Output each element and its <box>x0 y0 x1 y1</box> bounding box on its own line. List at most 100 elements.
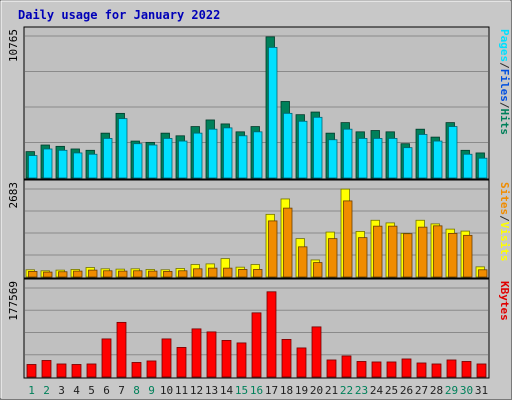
legend-item: Sites <box>498 182 511 215</box>
bar-pages-day-13 <box>208 128 218 179</box>
day-label-28: 28 <box>430 384 443 397</box>
bar-sites-day-14 <box>223 267 233 278</box>
bar-sites-day-2 <box>43 271 53 278</box>
bar-pages-day-7 <box>118 118 128 179</box>
bar-kbytes-day-9 <box>146 360 157 378</box>
bar-pages-day-19 <box>298 120 308 179</box>
bar-sites-day-16 <box>253 269 263 278</box>
bar-kbytes-day-21 <box>326 359 337 378</box>
chart-title: Daily usage for January 2022 <box>18 8 220 22</box>
bar-kbytes-day-16 <box>251 312 262 378</box>
bar-sites-day-11 <box>178 270 188 278</box>
day-label-20: 20 <box>310 384 323 397</box>
bar-kbytes-day-25 <box>386 361 397 378</box>
bar-sites-day-4 <box>73 270 83 278</box>
bar-pages-day-31 <box>478 157 488 179</box>
bar-pages-day-3 <box>58 149 68 179</box>
bar-sites-day-6 <box>103 270 113 278</box>
axis-max-label: 2683 <box>7 182 20 209</box>
day-label-13: 13 <box>205 384 218 397</box>
bar-sites-day-8 <box>133 270 143 278</box>
bar-sites-day-5 <box>88 269 98 278</box>
bar-kbytes-day-6 <box>101 338 112 378</box>
bar-kbytes-day-1 <box>26 364 37 378</box>
day-label-9: 9 <box>148 384 155 397</box>
legend-item: Visits <box>498 222 511 262</box>
bar-pages-day-14 <box>223 127 233 179</box>
bar-kbytes-day-24 <box>371 361 382 378</box>
bar-kbytes-day-4 <box>71 364 82 378</box>
bar-sites-day-27 <box>418 226 428 278</box>
bar-pages-day-23 <box>358 138 368 179</box>
bar-kbytes-day-30 <box>461 361 472 378</box>
legend-item: / <box>498 62 511 69</box>
day-label-31: 31 <box>475 384 488 397</box>
day-label-15: 15 <box>235 384 248 397</box>
day-label-25: 25 <box>385 384 398 397</box>
bar-sites-day-3 <box>58 271 68 278</box>
bar-kbytes-day-18 <box>281 339 292 378</box>
bar-pages-day-30 <box>463 153 473 179</box>
bar-sites-day-25 <box>388 225 398 278</box>
day-label-30: 30 <box>460 384 473 397</box>
bar-pages-day-16 <box>253 131 263 179</box>
bar-kbytes-day-26 <box>401 358 412 378</box>
bar-kbytes-day-10 <box>161 338 172 378</box>
bar-kbytes-day-5 <box>86 363 97 378</box>
legend-hits-files-pages: Pages/Files/Hits <box>498 29 511 135</box>
bar-pages-day-29 <box>448 126 458 179</box>
bar-sites-day-24 <box>373 225 383 278</box>
day-label-3: 3 <box>58 384 65 397</box>
bar-sites-day-18 <box>283 207 293 278</box>
bar-kbytes-day-13 <box>206 331 217 378</box>
bar-pages-day-4 <box>73 152 83 179</box>
day-label-22: 22 <box>340 384 353 397</box>
bar-kbytes-day-28 <box>431 363 442 378</box>
bar-pages-day-2 <box>43 148 53 179</box>
bar-sites-day-28 <box>433 225 443 278</box>
bar-sites-day-22 <box>343 200 353 278</box>
axis-max-label: 10765 <box>7 29 20 62</box>
bar-pages-day-21 <box>328 139 338 179</box>
day-label-14: 14 <box>220 384 234 397</box>
bar-sites-day-13 <box>208 267 218 278</box>
bar-pages-day-26 <box>403 147 413 179</box>
bar-pages-day-27 <box>418 134 428 179</box>
day-labels: 1 2 3 4 5 6 7 8 9 10 11 12 13 14 15 16 17 18 19 20 21 22 23 24 2… <box>28 384 488 397</box>
bar-sites-day-29 <box>448 232 458 278</box>
bar-sites-day-10 <box>163 271 173 278</box>
bar-sites-day-19 <box>298 246 308 278</box>
day-label-6: 6 <box>103 384 110 397</box>
day-label-12: 12 <box>190 384 203 397</box>
legend-item: / <box>498 102 511 109</box>
day-label-5: 5 <box>88 384 95 397</box>
legend-item: / <box>498 215 511 222</box>
bar-kbytes-day-31 <box>476 363 487 378</box>
day-label-17: 17 <box>265 384 278 397</box>
bar-kbytes-day-3 <box>56 363 67 378</box>
axis-max-label: 177569 <box>7 281 20 321</box>
bar-kbytes-day-29 <box>446 359 457 378</box>
bar-kbytes-day-8 <box>131 362 142 378</box>
panel-kbytes: 177569 KBytes <box>7 278 511 379</box>
bar-sites-day-20 <box>313 262 323 278</box>
bar-sites-day-17 <box>268 220 278 278</box>
day-label-2: 2 <box>43 384 50 397</box>
day-label-18: 18 <box>280 384 293 397</box>
day-label-16: 16 <box>250 384 263 397</box>
legend-item: Hits <box>498 109 511 136</box>
bar-pages-day-5 <box>88 153 98 179</box>
bar-sites-day-26 <box>403 233 413 278</box>
bar-kbytes-day-7 <box>116 321 127 378</box>
bar-pages-day-28 <box>433 140 443 179</box>
legend-item: KBytes <box>498 281 511 321</box>
day-label-8: 8 <box>133 384 140 397</box>
bar-sites-day-1 <box>28 271 38 278</box>
bar-pages-day-25 <box>388 138 398 179</box>
day-label-7: 7 <box>118 384 125 397</box>
panel-visits-sites: 2683 Sites/Visits <box>7 179 511 279</box>
bar-pages-day-24 <box>373 138 383 179</box>
day-label-4: 4 <box>73 384 80 397</box>
